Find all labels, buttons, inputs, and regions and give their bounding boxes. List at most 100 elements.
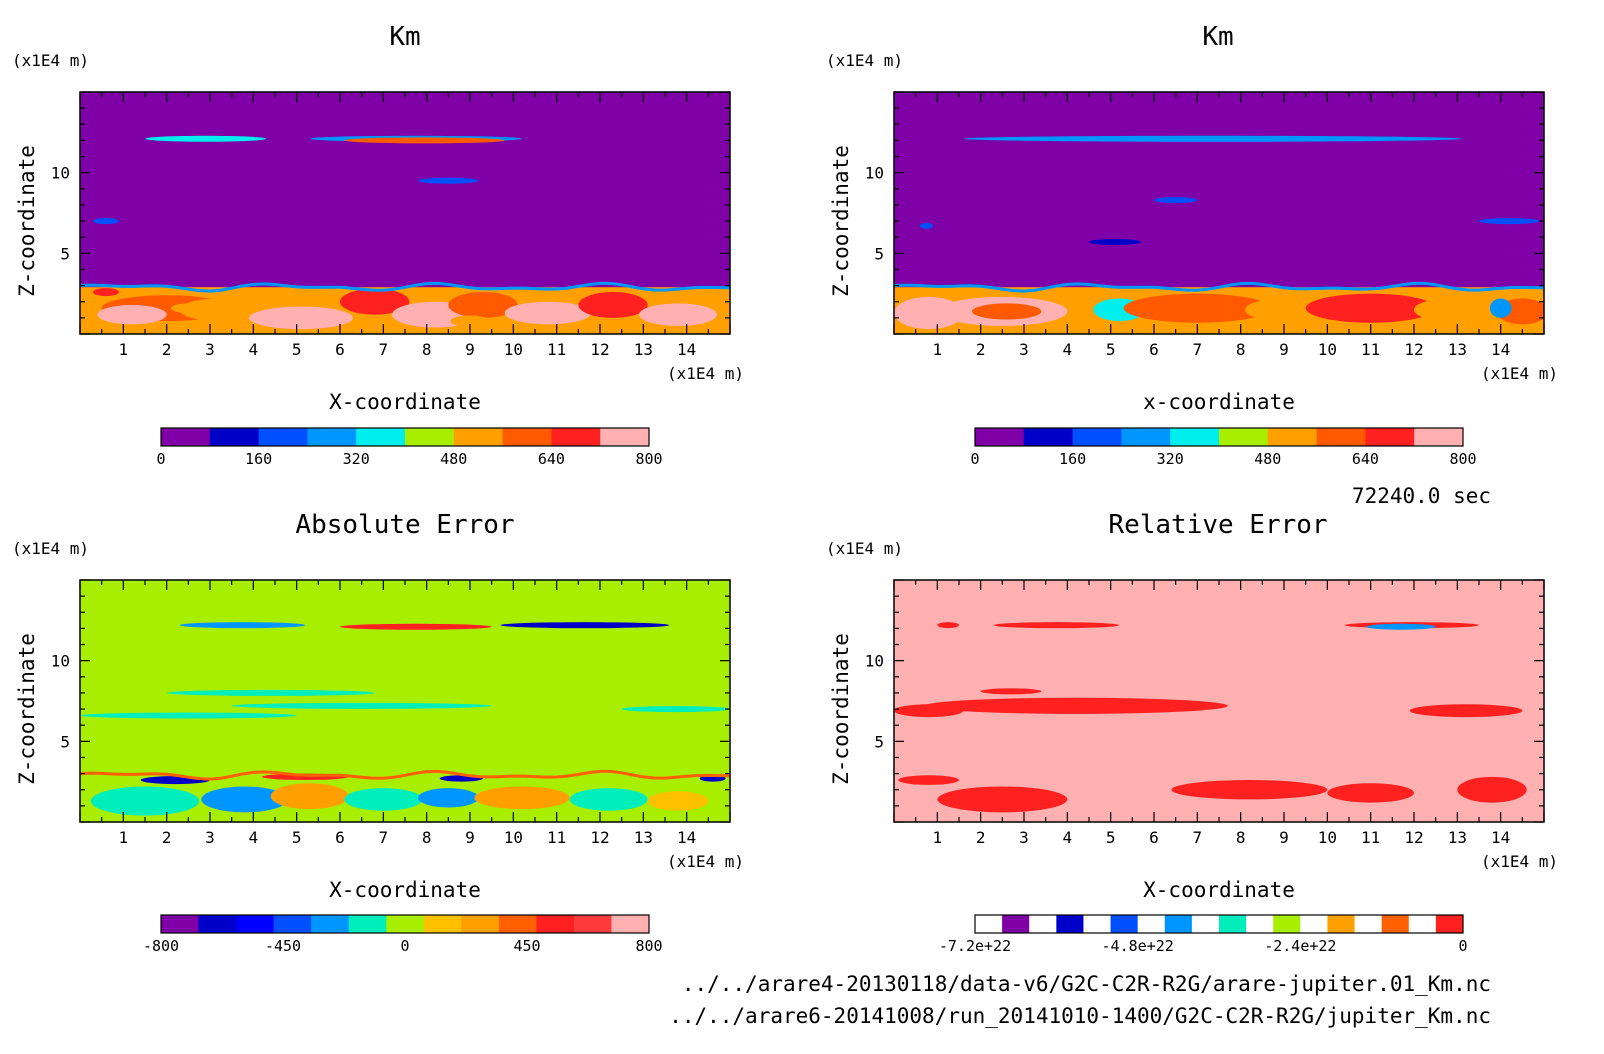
field-blob (249, 306, 353, 330)
x-tick-label: 8 (1236, 828, 1246, 847)
x-tick-label: 3 (205, 340, 215, 359)
chart-title: Absolute Error (295, 510, 514, 540)
y-axis-label: Z-coordinate (15, 633, 39, 785)
y-tick-label: 10 (51, 164, 70, 183)
field-blob (578, 292, 648, 318)
field-blob (201, 786, 288, 813)
x-unit-label: (x1E4 m) (667, 852, 744, 871)
x-tick-label: 2 (162, 340, 172, 359)
field-streak (993, 622, 1120, 629)
colorbar-tick-label: 0 (1458, 937, 1467, 955)
colorbar-tick-label: 0 (156, 450, 165, 468)
x-tick-label: 6 (335, 340, 345, 359)
colorbar-segment (405, 428, 455, 446)
colorbar-segment (198, 915, 237, 933)
x-tick-label: 2 (976, 828, 986, 847)
x-tick-label: 11 (547, 340, 566, 359)
colorbar-segment (273, 915, 312, 933)
field-streak (500, 622, 670, 629)
colorbar-tick-label: 800 (1449, 450, 1476, 468)
field-streak (1154, 197, 1198, 204)
file-path-1: ../../arare4-20130118/data-v6/G2C-C2R-R2… (681, 972, 1491, 996)
colorbar-segment (1137, 915, 1166, 933)
field-blob (171, 303, 206, 314)
field-streak (937, 622, 960, 629)
x-tick-label: 14 (677, 828, 696, 847)
field-streak (179, 622, 306, 629)
x-tick-label: 3 (1019, 340, 1029, 359)
y-unit-label: (x1E4 m) (12, 51, 89, 70)
time-label: 72240.0 sec (1351, 484, 1491, 508)
field-blob (504, 301, 592, 325)
field-blob (569, 788, 648, 811)
x-tick-label: 2 (162, 828, 172, 847)
chart-title: Km (389, 22, 420, 52)
colorbar-frame (974, 427, 1464, 447)
colorbar-segment (307, 428, 357, 446)
field-layer (894, 622, 1527, 813)
colorbar-segment (258, 428, 308, 446)
colorbar-segment (1083, 915, 1112, 933)
chart-title: Km (1202, 22, 1233, 52)
x-tick-label: 8 (422, 828, 432, 847)
colorbar-segment (348, 915, 387, 933)
field-streak (1479, 218, 1540, 225)
colorbar-segment (600, 428, 650, 446)
colorbar-segment (1273, 915, 1301, 933)
colorbar-segment (1354, 915, 1383, 933)
x-unit-label: (x1E4 m) (1481, 852, 1558, 871)
colorbar-segment (461, 915, 500, 933)
colorbar-tick-label: 0 (970, 450, 979, 468)
colorbar-segment (1365, 428, 1415, 446)
field-streak (166, 689, 375, 696)
x-axis-label: X-coordinate (329, 878, 481, 902)
boundary-line (80, 281, 730, 293)
field-blob (93, 288, 119, 297)
field-blob (972, 303, 1042, 320)
y-axis-label: Z-coordinate (829, 145, 853, 297)
x-tick-label: 5 (1106, 340, 1116, 359)
x-axis-label: X-coordinate (329, 390, 481, 414)
colorbar-segment (1170, 428, 1220, 446)
field-blob (1414, 298, 1484, 322)
colorbar-segment (386, 915, 425, 933)
colorbar-tick-label: 0 (400, 937, 409, 955)
field-streak (231, 702, 492, 709)
colorbar-segment (209, 428, 260, 446)
field-blob (90, 786, 200, 816)
colorbar-segment (1219, 428, 1269, 446)
colorbar-segment (1191, 915, 1220, 933)
field-layer (894, 135, 1544, 334)
field-blob (924, 697, 1228, 714)
colorbar-tick-label: 320 (343, 450, 370, 468)
x-unit-label: (x1E4 m) (667, 364, 744, 383)
colorbar-frame (160, 427, 650, 447)
colorbar-segment (453, 428, 504, 446)
x-tick-label: 11 (1361, 340, 1380, 359)
colorbar-frame (160, 914, 650, 934)
x-tick-label: 7 (1193, 340, 1203, 359)
x-tick-label: 10 (504, 340, 523, 359)
colorbar-tick-label: 640 (1352, 450, 1379, 468)
field-blob (344, 788, 423, 811)
x-tick-label: 1 (119, 340, 129, 359)
y-tick-label: 5 (60, 732, 70, 751)
colorbar-segment (1002, 915, 1030, 933)
x-tick-label: 10 (1318, 828, 1337, 847)
x-tick-label: 7 (379, 828, 389, 847)
colorbar-segment (236, 915, 275, 933)
x-tick-label: 10 (504, 828, 523, 847)
colorbar-segment (1056, 915, 1084, 933)
x-axis-label: x-coordinate (1143, 390, 1295, 414)
x-tick-label: 12 (1404, 340, 1423, 359)
y-tick-label: 5 (874, 244, 884, 263)
x-tick-label: 7 (1193, 828, 1203, 847)
x-tick-label: 9 (1279, 340, 1289, 359)
field-blob (937, 786, 1068, 813)
y-axis-label: Z-coordinate (15, 145, 39, 297)
x-tick-label: 12 (1404, 828, 1423, 847)
colorbar-segment (1121, 428, 1171, 446)
